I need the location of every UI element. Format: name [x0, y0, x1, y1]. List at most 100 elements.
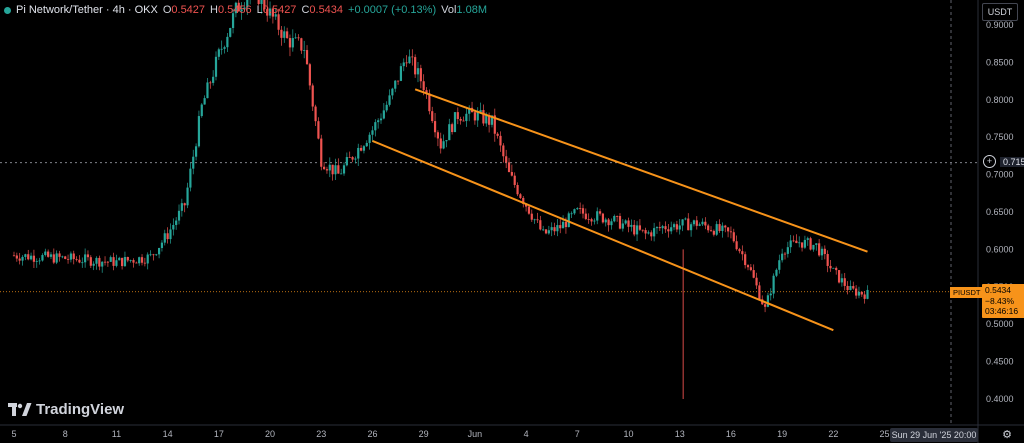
candle-body	[246, 0, 249, 8]
candle-body	[707, 225, 710, 231]
candle-body	[675, 224, 678, 230]
candle-body	[798, 242, 801, 244]
candle-body	[547, 230, 550, 234]
candle-body	[66, 258, 70, 260]
candle-body	[499, 135, 502, 146]
candle-body	[510, 172, 513, 176]
candle-body	[823, 248, 826, 255]
candle-body	[89, 257, 92, 266]
candle-body	[428, 93, 431, 112]
candle-body	[95, 257, 98, 264]
candle-body	[712, 230, 715, 235]
candle-body	[826, 254, 829, 266]
candle-body	[718, 224, 721, 231]
candle-body	[402, 62, 405, 67]
symbol-title[interactable]: Pi Network/Tether · 4h · OKX	[16, 4, 158, 16]
candle-body	[231, 13, 235, 29]
candle-body	[818, 243, 821, 256]
candle-body	[684, 218, 687, 220]
last-price-value: 0.5434	[985, 285, 1011, 295]
candle-body	[109, 257, 112, 262]
candle-body	[857, 291, 861, 296]
candle-body	[92, 263, 95, 266]
candle-body	[391, 88, 394, 96]
candle-body	[781, 253, 784, 261]
candle-body	[812, 244, 815, 250]
candle-body	[317, 121, 320, 139]
candle-body	[186, 187, 189, 206]
candle-body	[24, 254, 27, 257]
candle-body	[300, 38, 303, 51]
candle-body	[334, 165, 337, 175]
candle-body	[61, 256, 64, 258]
candle-body	[598, 211, 602, 214]
candle-body	[379, 118, 383, 121]
candle-body	[217, 49, 220, 57]
candle-body	[735, 241, 738, 250]
candle-body	[630, 224, 633, 227]
candle-body	[658, 227, 661, 229]
add-alert-icon[interactable]: +	[983, 155, 996, 168]
alert-level[interactable]: + 0.7159	[983, 155, 1024, 168]
candle-body	[482, 110, 485, 124]
candle-body	[234, 2, 238, 14]
candle-body	[166, 233, 169, 240]
candle-body	[411, 56, 414, 58]
candle-body	[837, 270, 841, 283]
candle-body	[687, 218, 690, 231]
x-tick-label: 16	[726, 429, 736, 439]
candle-body	[627, 220, 630, 227]
candle-body	[75, 259, 78, 260]
settings-gear-icon[interactable]: ⚙	[1002, 429, 1012, 441]
candle-body	[38, 260, 41, 262]
candle-body	[115, 260, 118, 266]
candle-body	[738, 249, 741, 252]
x-tick-label: 26	[367, 429, 377, 439]
candle-body	[692, 220, 696, 225]
candle-body	[431, 111, 434, 122]
x-tick-label: 20	[265, 429, 275, 439]
candle-body	[650, 232, 653, 237]
y-tick-label: 0.8500	[986, 57, 1014, 67]
candle-body	[783, 253, 787, 255]
candle-body	[419, 68, 422, 82]
candle-body	[362, 146, 366, 151]
candle-body	[729, 231, 733, 233]
candle-body	[866, 289, 869, 299]
candle-body	[863, 294, 866, 299]
candle-body	[308, 64, 311, 86]
candle-body	[624, 220, 627, 224]
candle-body	[758, 285, 761, 300]
candle-body	[786, 247, 789, 254]
candle-body	[479, 110, 482, 113]
candle-body	[505, 156, 508, 163]
candle-body	[849, 286, 852, 291]
candle-body	[539, 220, 542, 230]
candle-body	[653, 228, 656, 237]
y-tick-label: 0.4000	[986, 394, 1014, 404]
candle-body	[559, 225, 562, 229]
candle-body	[294, 37, 297, 39]
candle-body	[678, 225, 681, 230]
candle-body	[433, 121, 437, 133]
candle-body	[476, 112, 479, 121]
candle-body	[280, 29, 283, 38]
candle-body	[78, 259, 81, 263]
candle-body	[488, 115, 491, 125]
tradingview-logo-icon	[8, 402, 32, 416]
tradingview-logo[interactable]: TradingView	[8, 401, 124, 418]
currency-button[interactable]: USDT	[982, 3, 1018, 21]
candle-body	[672, 224, 676, 228]
candle-body	[132, 260, 135, 263]
candle-body	[58, 253, 61, 257]
candle-body	[194, 146, 198, 157]
candle-body	[382, 110, 385, 119]
ohlc-low: L0.5427	[256, 4, 297, 16]
chart-legend: Pi Network/Tether · 4h · OKX O0.5427 H0.…	[4, 4, 487, 16]
candle-body	[69, 253, 72, 260]
candle-body	[399, 66, 403, 81]
candle-body	[311, 85, 314, 107]
candle-body	[803, 239, 807, 248]
candle-body	[613, 216, 616, 222]
